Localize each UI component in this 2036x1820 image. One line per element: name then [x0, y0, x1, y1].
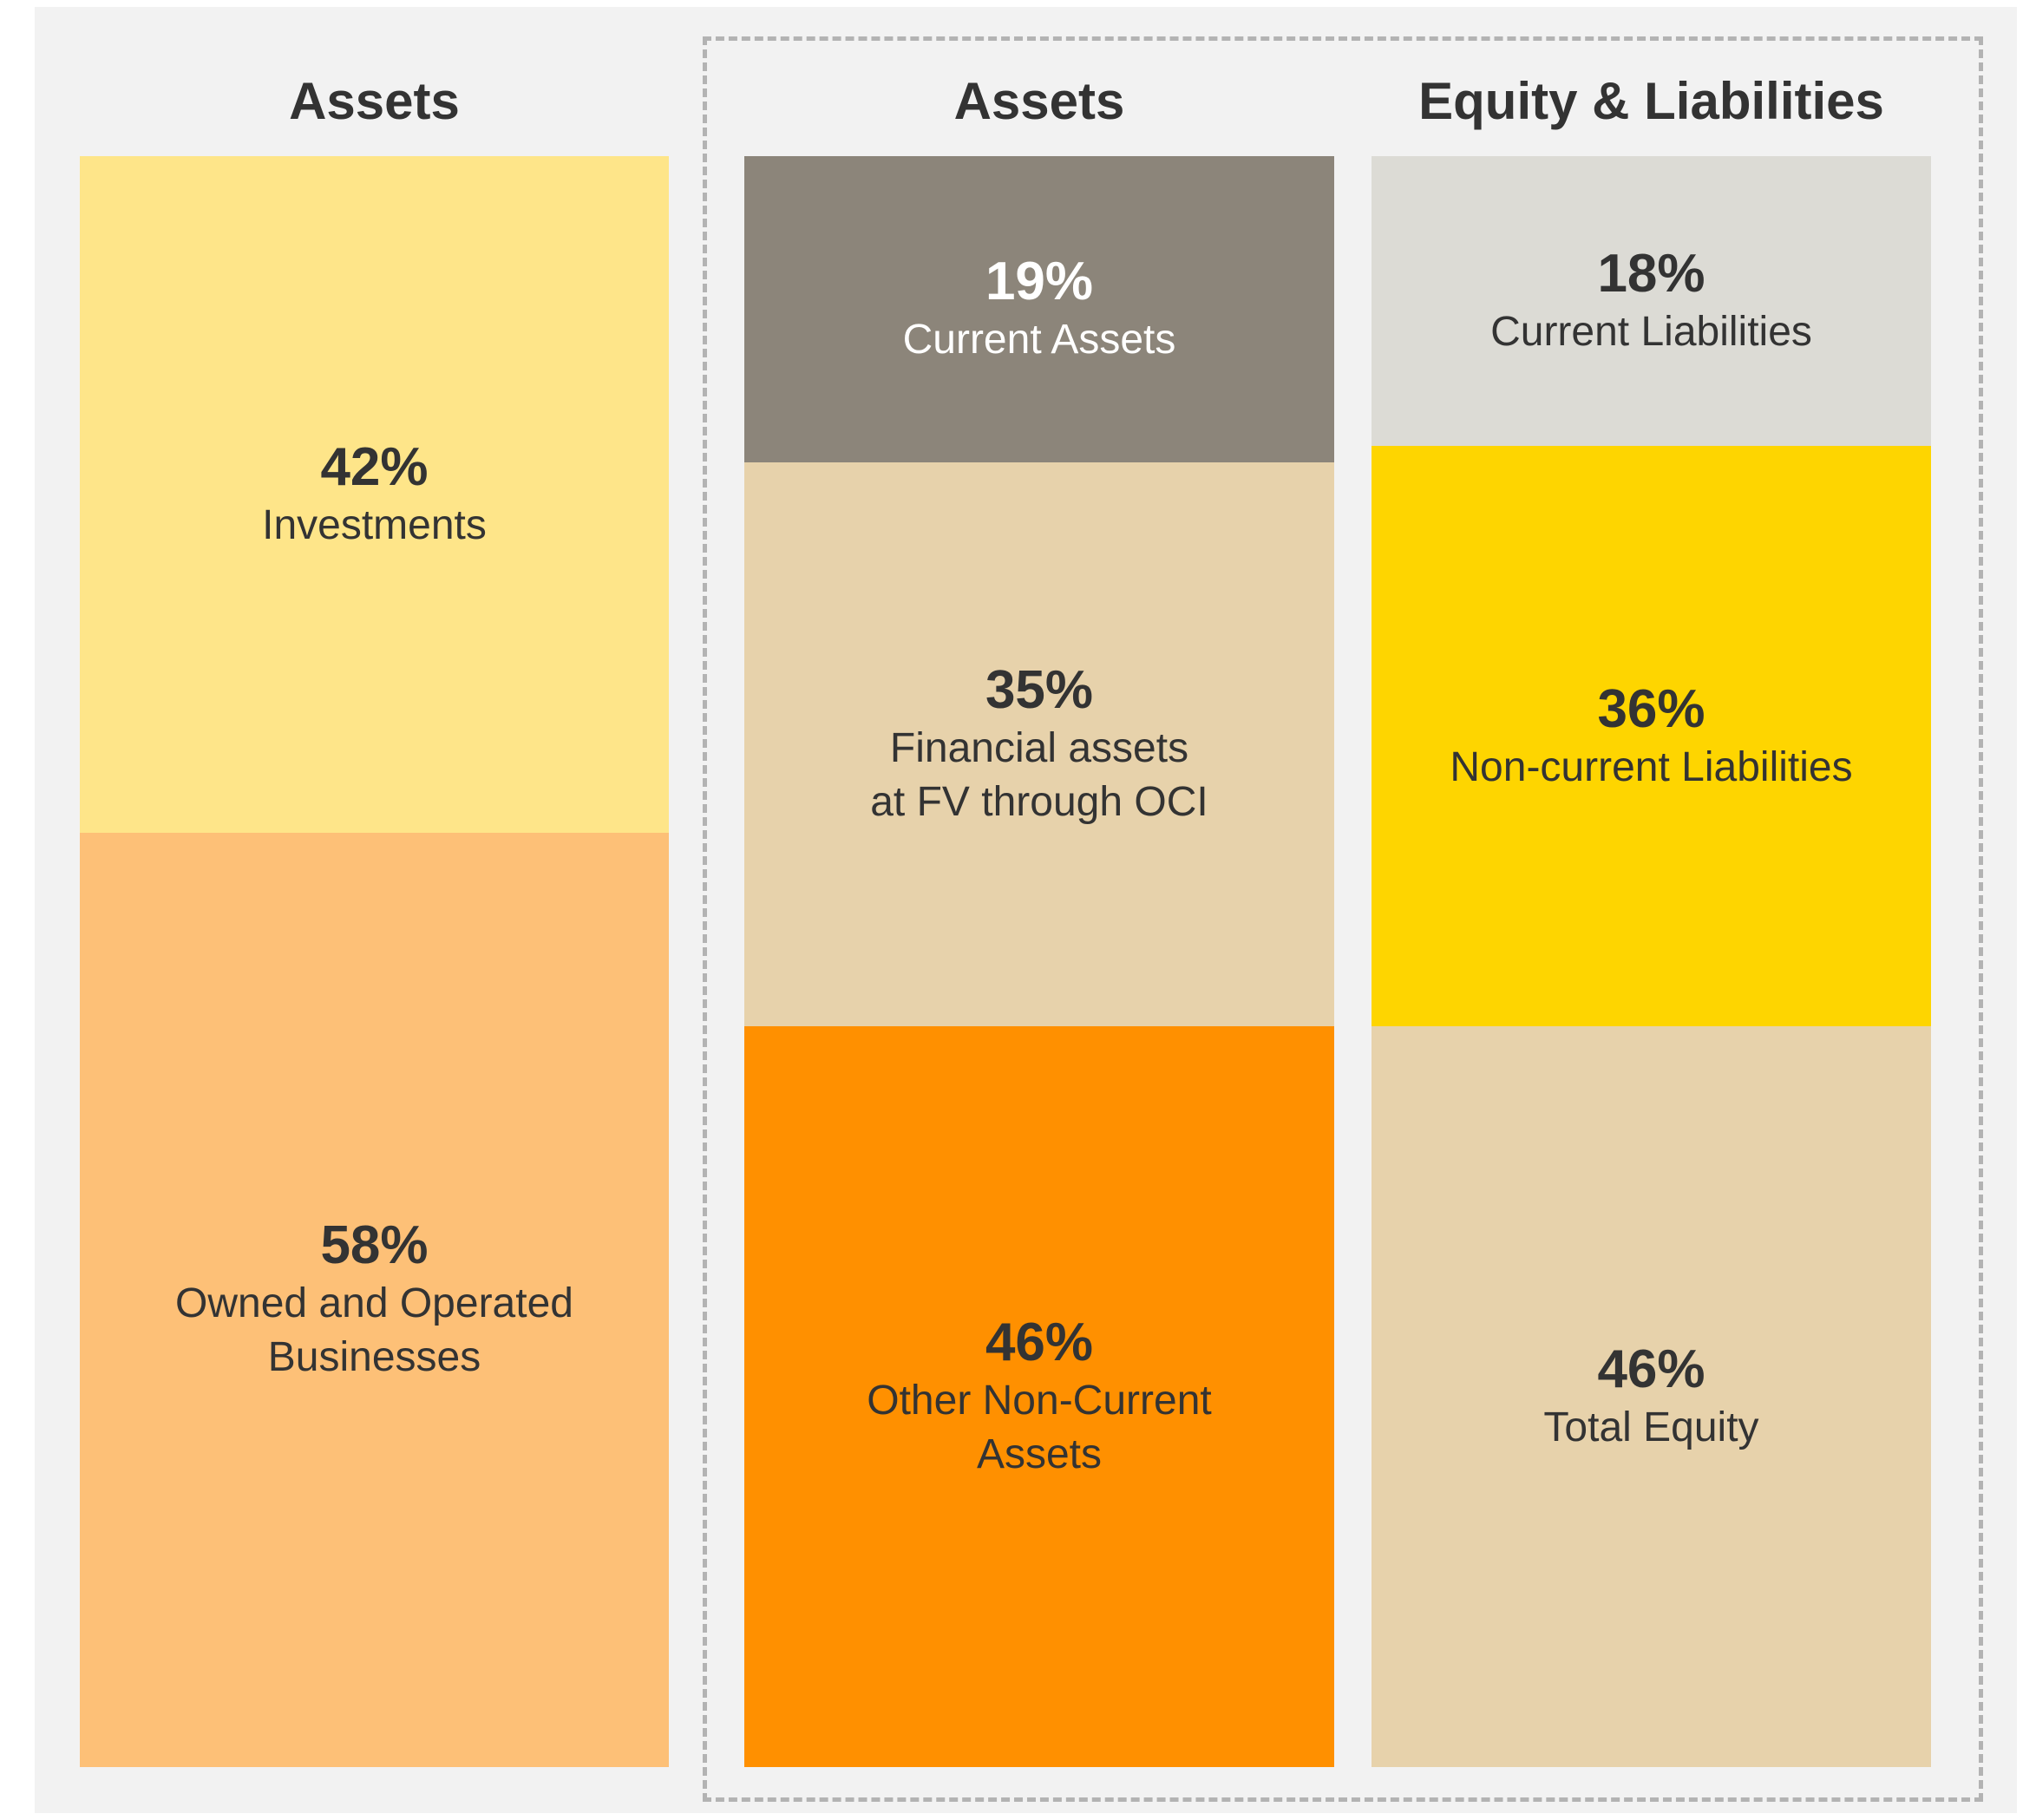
segment-label: 42% Investments [80, 436, 669, 553]
column-title: Equity & Liabilities [1418, 72, 1884, 130]
segment-label: 36% Non-current Liabilities [1372, 678, 1931, 795]
category-label: Non-current Liabilities [1450, 743, 1853, 790]
dashed-frame [703, 36, 1983, 1802]
column-title: Assets [953, 72, 1125, 130]
segment-label: 46% Other Non-Current Assets [744, 1312, 1334, 1482]
category-label: Current Liabilities [1490, 309, 1812, 356]
segment-label: 58% Owned and Operated Businesses [80, 1214, 669, 1385]
value-label: 18% [1597, 244, 1705, 304]
category-label: Investments [262, 501, 487, 548]
segment: 46% Other Non-Current Assets [744, 1025, 1334, 1767]
value-label: 58% [320, 1215, 429, 1276]
value-label: 46% [985, 1312, 1094, 1372]
segment-label: 19% Current Assets [744, 251, 1334, 367]
value-label: 36% [1597, 678, 1705, 739]
segment: 46% Total Equity [1372, 1025, 1931, 1767]
segment: 19% Current Assets [744, 156, 1334, 462]
category-label: Financial assets at FV through OCI [870, 724, 1208, 825]
segment: 58% Owned and Operated Businesses [80, 832, 669, 1767]
segment-label: 18% Current Liabilities [1372, 243, 1931, 359]
segment: 35% Financial assets at FV through OCI [744, 462, 1334, 1026]
value-label: 19% [985, 252, 1094, 312]
category-label: Other Non-Current Assets [867, 1377, 1212, 1477]
value-label: 42% [320, 436, 429, 497]
category-label: Total Equity [1543, 1404, 1759, 1450]
segment-label: 35% Financial assets at FV through OCI [744, 659, 1334, 829]
segment: 36% Non-current Liabilities [1372, 446, 1931, 1026]
segment: 18% Current Liabilities [1372, 156, 1931, 447]
category-label: Current Assets [902, 317, 1176, 363]
category-label: Owned and Operated Businesses [175, 1280, 573, 1381]
segment: 42% Investments [80, 156, 669, 833]
column-title: Assets [289, 72, 460, 130]
value-label: 35% [985, 659, 1094, 720]
value-label: 46% [1597, 1339, 1705, 1399]
segment-label: 46% Total Equity [1372, 1339, 1931, 1455]
